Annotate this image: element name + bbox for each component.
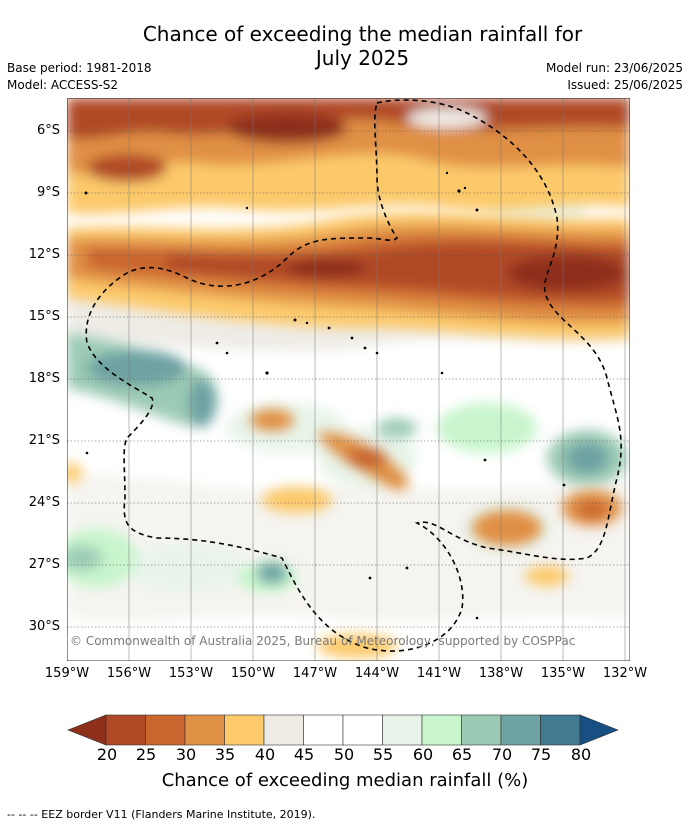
title-line-1: Chance of exceeding the median rainfall … xyxy=(142,22,583,46)
colorbar-cell xyxy=(105,714,146,746)
cb-tick-50: 50 xyxy=(333,745,355,764)
colorbar-cell xyxy=(421,714,462,746)
cb-tick-75: 75 xyxy=(530,745,552,764)
eez-border xyxy=(85,99,622,652)
colorbar-cell xyxy=(342,714,383,746)
map-title: Chance of exceeding the median rainfall … xyxy=(0,22,690,70)
lon-label-156w: 156°W xyxy=(106,666,152,681)
rainfall-map: © Commonwealth of Australia 2025, Bureau… xyxy=(67,98,630,661)
cb-tick-80: 80 xyxy=(570,745,592,764)
colorbar-cell xyxy=(540,714,581,746)
cb-tick-45: 45 xyxy=(293,745,315,764)
lat-label-6s: 6°S xyxy=(36,123,60,138)
lat-label-24s: 24°S xyxy=(28,495,60,510)
lon-label-144w: 144°W xyxy=(354,666,400,681)
lat-label-27s: 27°S xyxy=(28,557,60,572)
lon-label-153w: 153°W xyxy=(168,666,214,681)
island-markers xyxy=(84,171,566,620)
lon-label-141w: 141°W xyxy=(416,666,462,681)
cb-tick-25: 25 xyxy=(135,745,157,764)
colorbar-cell xyxy=(145,714,186,746)
lat-label-18s: 18°S xyxy=(28,371,60,386)
colorbar-cell xyxy=(303,714,344,746)
colorbar-cell xyxy=(382,714,423,746)
issued-text: Issued: 25/06/2025 xyxy=(567,78,683,92)
colorbar-over-triangle xyxy=(579,714,619,746)
lat-label-9s: 9°S xyxy=(36,185,60,200)
cb-tick-35: 35 xyxy=(214,745,236,764)
lon-label-132w: 132°W xyxy=(602,666,648,681)
copyright-text: © Commonwealth of Australia 2025, Bureau… xyxy=(70,634,575,648)
lat-label-15s: 15°S xyxy=(28,309,60,324)
cb-tick-30: 30 xyxy=(175,745,197,764)
field-dry-north xyxy=(67,98,630,215)
lon-label-135w: 135°W xyxy=(540,666,586,681)
colorbar xyxy=(67,714,619,746)
cb-tick-65: 65 xyxy=(451,745,473,764)
lon-label-147w: 147°W xyxy=(292,666,338,681)
colorbar-title: Chance of exceeding median rainfall (%) xyxy=(161,770,529,791)
lon-label-150w: 150°W xyxy=(230,666,276,681)
model-run-text: Model run: 23/06/2025 xyxy=(545,61,683,75)
colorbar-cell xyxy=(500,714,541,746)
colorbar-under-triangle xyxy=(67,714,107,746)
base-period-text: Base period: 1981-2018 xyxy=(7,61,152,75)
field-dry-central xyxy=(67,212,630,340)
cb-tick-20: 20 xyxy=(96,745,118,764)
cb-tick-70: 70 xyxy=(491,745,513,764)
model-text: Model: ACCESS-S2 xyxy=(7,78,119,92)
lat-label-30s: 30°S xyxy=(28,619,60,634)
lon-label-159w: 159°W xyxy=(44,666,90,681)
meta-left: Base period: 1981-2018 Model: ACCESS-S2 xyxy=(7,60,152,94)
title-line-2: July 2025 xyxy=(315,46,410,70)
colorbar-cell xyxy=(263,714,304,746)
lon-label-138w: 138°W xyxy=(478,666,524,681)
lat-label-21s: 21°S xyxy=(28,433,60,448)
cb-tick-60: 60 xyxy=(412,745,434,764)
meta-right: Model run: 23/06/2025 Issued: 25/06/2025 xyxy=(546,60,683,94)
lon-gridlines xyxy=(67,98,626,661)
cb-tick-40: 40 xyxy=(254,745,276,764)
lat-gridlines xyxy=(67,130,630,628)
colorbar-cell xyxy=(184,714,225,746)
lat-label-12s: 12°S xyxy=(28,247,60,262)
colorbar-cell xyxy=(224,714,265,746)
eez-legend-note: -- -- -- EEZ border V11 (Flanders Marine… xyxy=(7,808,316,821)
cb-tick-55: 55 xyxy=(372,745,394,764)
field-wet-areas xyxy=(67,333,627,583)
colorbar-cell xyxy=(461,714,502,746)
